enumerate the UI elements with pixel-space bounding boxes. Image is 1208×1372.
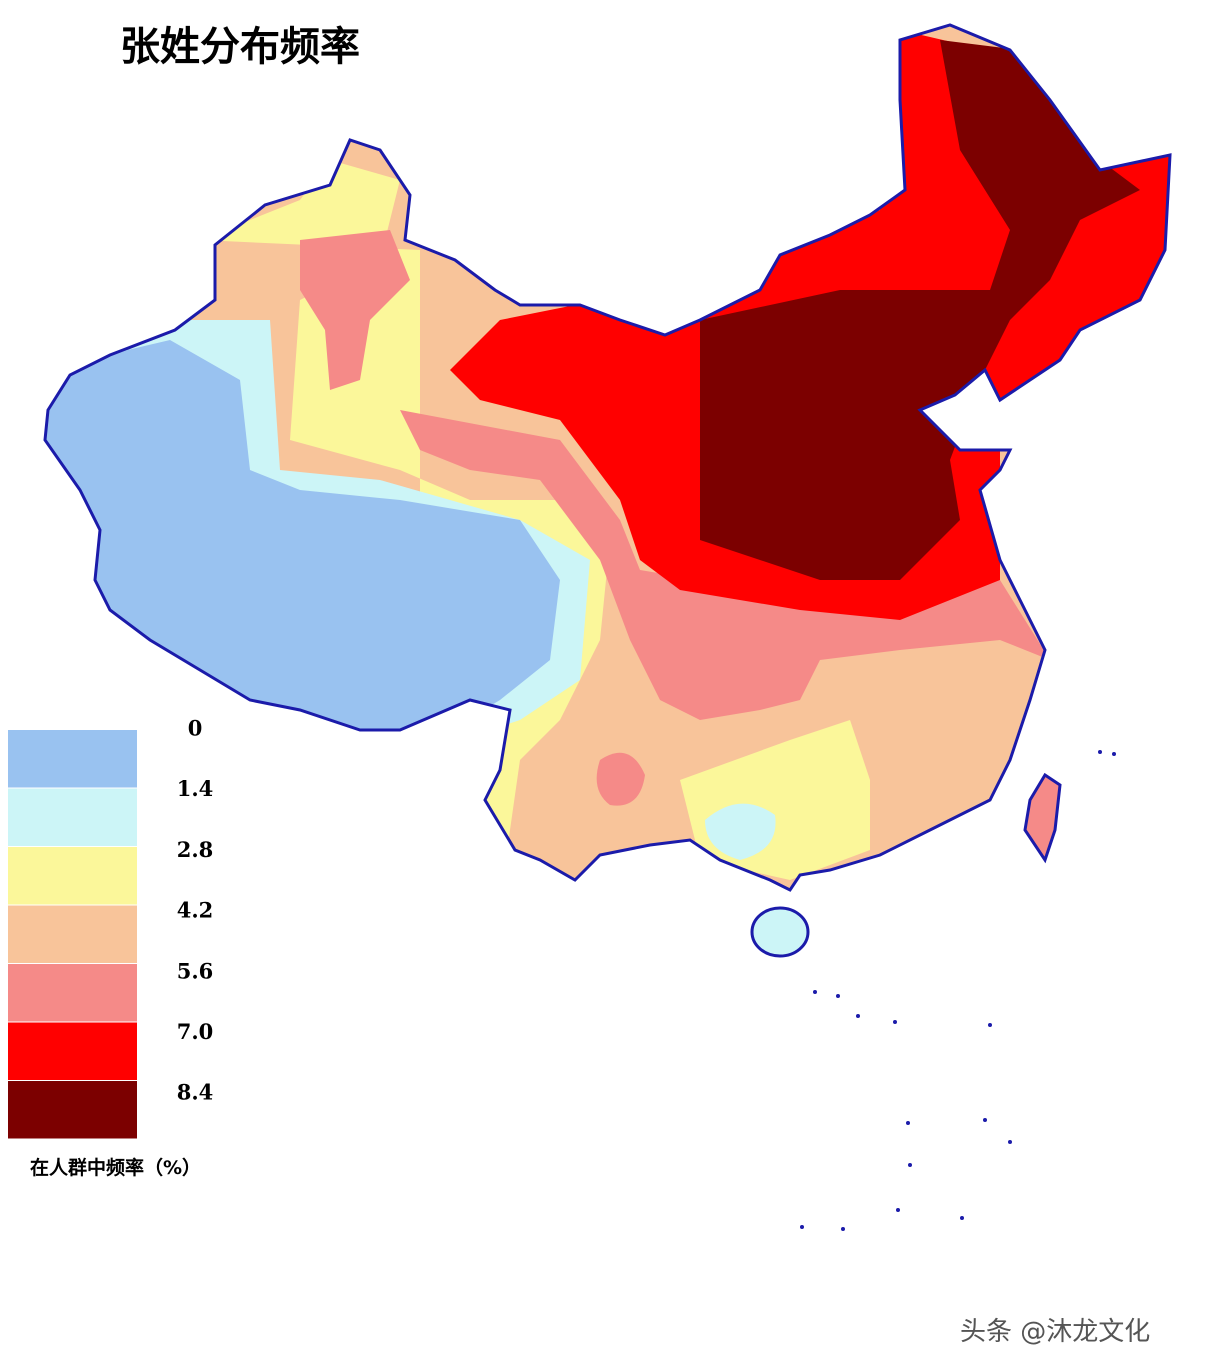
legend-label: 1.4 bbox=[177, 776, 214, 801]
hainan bbox=[750, 906, 810, 958]
legend-swatch bbox=[8, 1081, 137, 1139]
legend-title: 在人群中频率（%） bbox=[30, 1156, 201, 1179]
legend-swatch bbox=[8, 964, 137, 1022]
watermark: 头条 @沐龙文化 bbox=[960, 1317, 1150, 1347]
region bbox=[700, 40, 1140, 580]
legend-label: 8.4 bbox=[177, 1080, 214, 1105]
region bbox=[596, 752, 645, 806]
legend-label: 2.8 bbox=[177, 837, 214, 862]
map-title: 张姓分布频率 bbox=[120, 23, 360, 70]
islands bbox=[800, 750, 1116, 1231]
legend-label: 0 bbox=[188, 716, 203, 741]
legend: 0 1.4 2.8 4.2 5.6 7.0 8.4 bbox=[8, 716, 213, 1139]
legend-label: 7.0 bbox=[177, 1019, 214, 1044]
legend-swatch bbox=[8, 730, 137, 788]
region bbox=[400, 410, 1050, 720]
taiwan bbox=[1023, 772, 1062, 864]
legend-label: 5.6 bbox=[177, 958, 214, 983]
legend-swatch bbox=[8, 788, 137, 846]
legend-swatch bbox=[8, 847, 137, 905]
legend-swatch bbox=[8, 1022, 137, 1080]
region bbox=[300, 230, 410, 390]
legend-label: 4.2 bbox=[177, 898, 214, 923]
region bbox=[705, 803, 776, 860]
legend-swatch bbox=[8, 905, 137, 963]
